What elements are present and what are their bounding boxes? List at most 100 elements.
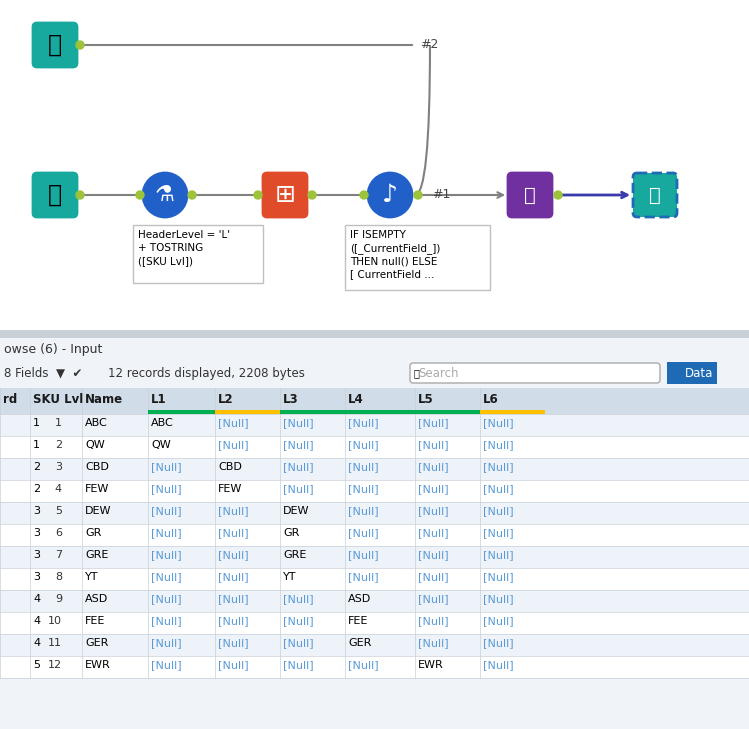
Text: [Null]: [Null] bbox=[418, 506, 449, 516]
Text: 11: 11 bbox=[48, 638, 62, 648]
Text: ⚗: ⚗ bbox=[155, 185, 175, 205]
Text: [Null]: [Null] bbox=[218, 528, 249, 538]
Text: 3: 3 bbox=[33, 550, 40, 560]
Text: owse (6) - Input: owse (6) - Input bbox=[4, 343, 103, 356]
Text: 1: 1 bbox=[33, 440, 40, 450]
Text: [Null]: [Null] bbox=[151, 660, 181, 670]
Text: [Null]: [Null] bbox=[483, 594, 514, 604]
Text: 3: 3 bbox=[33, 506, 40, 516]
Bar bbox=[0, 634, 749, 656]
Bar bbox=[0, 612, 749, 634]
Text: [Null]: [Null] bbox=[283, 660, 314, 670]
Text: [Null]: [Null] bbox=[418, 638, 449, 648]
Text: [Null]: [Null] bbox=[418, 440, 449, 450]
Text: ASD: ASD bbox=[85, 594, 109, 604]
Bar bbox=[133, 225, 263, 283]
Text: [Null]: [Null] bbox=[418, 528, 449, 538]
Text: [Null]: [Null] bbox=[151, 506, 181, 516]
Text: [Null]: [Null] bbox=[348, 528, 379, 538]
Text: [Null]: [Null] bbox=[283, 638, 314, 648]
Text: [Null]: [Null] bbox=[151, 594, 181, 604]
Circle shape bbox=[254, 191, 262, 199]
Text: DEW: DEW bbox=[85, 506, 112, 516]
Bar bbox=[280, 410, 345, 414]
Text: [Null]: [Null] bbox=[151, 638, 181, 648]
Text: FEW: FEW bbox=[85, 484, 109, 494]
Text: [Null]: [Null] bbox=[348, 418, 379, 428]
Bar bbox=[0, 480, 749, 502]
Text: [Null]: [Null] bbox=[218, 418, 249, 428]
Text: #2: #2 bbox=[420, 38, 438, 51]
Text: 🔍: 🔍 bbox=[414, 368, 420, 378]
Text: [Null]: [Null] bbox=[348, 484, 379, 494]
Text: 2: 2 bbox=[33, 462, 40, 472]
Text: [Null]: [Null] bbox=[348, 462, 379, 472]
Text: EWR: EWR bbox=[85, 660, 111, 670]
Text: ([SKU Lvl]): ([SKU Lvl]) bbox=[138, 256, 193, 266]
Text: [Null]: [Null] bbox=[218, 616, 249, 626]
Bar bbox=[0, 0, 749, 330]
Text: [Null]: [Null] bbox=[483, 462, 514, 472]
Text: 4: 4 bbox=[33, 616, 40, 626]
Bar bbox=[0, 546, 749, 568]
Text: 7: 7 bbox=[55, 550, 62, 560]
Text: Name: Name bbox=[85, 393, 123, 406]
FancyBboxPatch shape bbox=[263, 173, 307, 217]
Text: 5: 5 bbox=[55, 506, 62, 516]
Text: 10: 10 bbox=[48, 616, 62, 626]
Circle shape bbox=[414, 191, 422, 199]
Text: GR: GR bbox=[85, 528, 101, 538]
Bar bbox=[148, 410, 215, 414]
Text: 8 Fields  ▼  ✔: 8 Fields ▼ ✔ bbox=[4, 367, 82, 380]
Text: [Null]: [Null] bbox=[348, 550, 379, 560]
Circle shape bbox=[368, 173, 412, 217]
Text: L5: L5 bbox=[418, 393, 434, 406]
Text: [ CurrentField ...: [ CurrentField ... bbox=[350, 269, 434, 279]
Text: [Null]: [Null] bbox=[218, 638, 249, 648]
Bar bbox=[0, 414, 749, 436]
Text: [Null]: [Null] bbox=[483, 660, 514, 670]
Text: ABC: ABC bbox=[151, 418, 174, 428]
Text: ABC: ABC bbox=[85, 418, 108, 428]
Text: [Null]: [Null] bbox=[151, 616, 181, 626]
Bar bbox=[415, 410, 480, 414]
Text: 🔭: 🔭 bbox=[649, 185, 661, 205]
Text: L3: L3 bbox=[283, 393, 299, 406]
Text: [Null]: [Null] bbox=[283, 418, 314, 428]
Text: [Null]: [Null] bbox=[283, 462, 314, 472]
Text: #1: #1 bbox=[432, 188, 450, 201]
Text: 4: 4 bbox=[55, 484, 62, 494]
Bar bbox=[345, 410, 415, 414]
Text: [Null]: [Null] bbox=[348, 572, 379, 582]
Text: 4: 4 bbox=[33, 594, 40, 604]
Text: YT: YT bbox=[283, 572, 297, 582]
FancyBboxPatch shape bbox=[410, 363, 660, 383]
Text: [Null]: [Null] bbox=[218, 594, 249, 604]
FancyBboxPatch shape bbox=[633, 173, 677, 217]
Text: DEW: DEW bbox=[283, 506, 309, 516]
Text: FEE: FEE bbox=[85, 616, 106, 626]
Text: [Null]: [Null] bbox=[151, 528, 181, 538]
Text: [Null]: [Null] bbox=[283, 484, 314, 494]
Text: 3: 3 bbox=[33, 572, 40, 582]
Bar bbox=[0, 524, 749, 546]
Text: L1: L1 bbox=[151, 393, 166, 406]
Text: 1: 1 bbox=[33, 418, 40, 428]
Text: FEW: FEW bbox=[218, 484, 243, 494]
Text: [Null]: [Null] bbox=[418, 616, 449, 626]
Text: [Null]: [Null] bbox=[151, 572, 181, 582]
Bar bbox=[215, 410, 280, 414]
Text: [Null]: [Null] bbox=[418, 594, 449, 604]
Text: [Null]: [Null] bbox=[218, 440, 249, 450]
Bar bbox=[480, 410, 545, 414]
Text: QW: QW bbox=[85, 440, 105, 450]
Text: L6: L6 bbox=[483, 393, 499, 406]
Text: [Null]: [Null] bbox=[483, 550, 514, 560]
FancyBboxPatch shape bbox=[508, 173, 552, 217]
Text: [Null]: [Null] bbox=[418, 572, 449, 582]
Text: THEN null() ELSE: THEN null() ELSE bbox=[350, 256, 437, 266]
Text: [Null]: [Null] bbox=[151, 484, 181, 494]
Text: 3: 3 bbox=[55, 462, 62, 472]
Circle shape bbox=[188, 191, 196, 199]
Text: GER: GER bbox=[348, 638, 372, 648]
